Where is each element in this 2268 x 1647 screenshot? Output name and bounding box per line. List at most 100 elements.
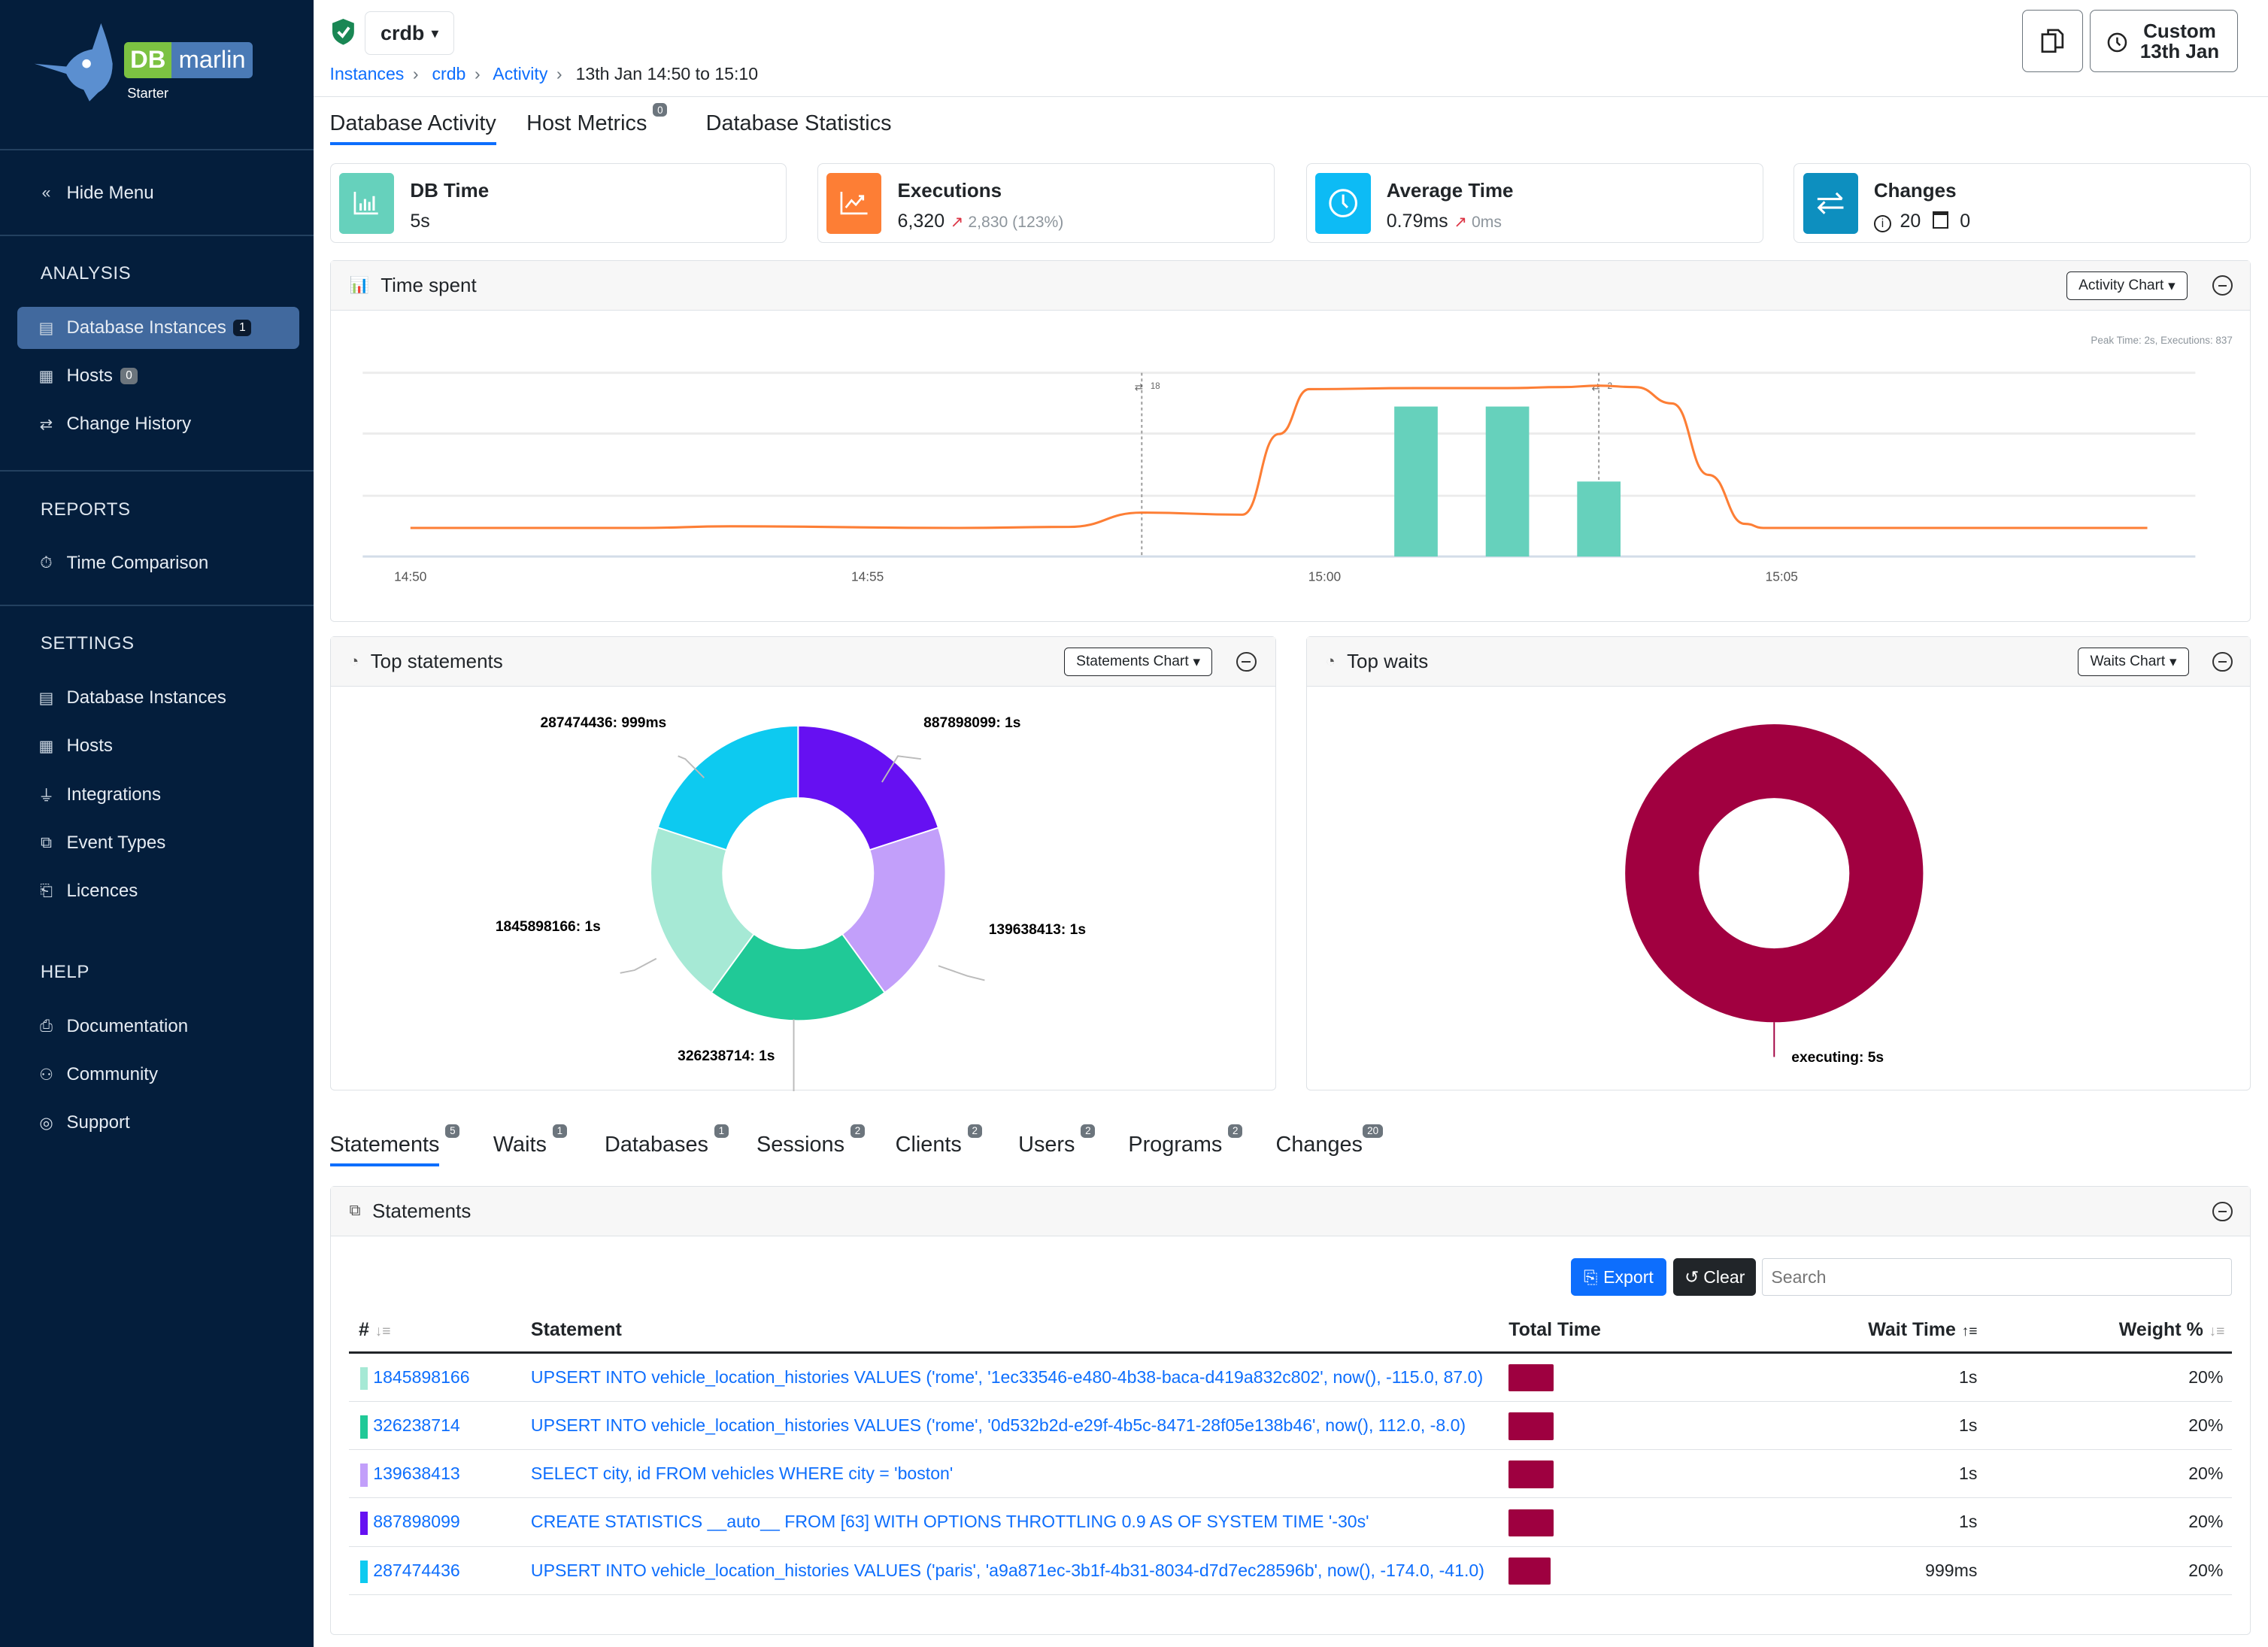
change-marker-icon[interactable]: ⇄ [1591, 381, 1599, 393]
clear-label: Clear [1703, 1266, 1745, 1287]
tab-clients[interactable]: Clients 2 [896, 1124, 982, 1157]
sidebar-item-database-instances[interactable]: ▤ Database Instances [17, 677, 299, 719]
search-input[interactable] [1761, 1258, 2232, 1297]
sidebar-item-community[interactable]: ⚇ Community [17, 1054, 299, 1096]
sidebar-item-integrations[interactable]: ⏚ Integrations [17, 774, 299, 816]
donut-slice[interactable] [796, 724, 939, 851]
tab-sessions[interactable]: Sessions 2 [756, 1124, 865, 1157]
arrows-exchange-icon [1803, 172, 1858, 234]
breadcrumb-activity[interactable]: Activity [493, 63, 548, 83]
stat-card-changes[interactable]: Changes i 20 0 [1793, 163, 2251, 244]
tab-programs[interactable]: Programs 2 [1128, 1124, 1243, 1157]
waits-chart-dropdown[interactable]: Waits Chart ▾ [2078, 647, 2189, 677]
weight-percent: 20% [2188, 1415, 2224, 1435]
table-row[interactable]: 287474436 UPSERT INTO vehicle_location_hi… [348, 1547, 2232, 1595]
export-button[interactable]: ⎘ Export [1570, 1258, 1666, 1297]
sidebar-item-hosts[interactable]: ▦ Hosts [17, 725, 299, 767]
x-tick-label: 15:05 [1765, 569, 1797, 584]
statement-id-link[interactable]: 139638413 [373, 1463, 460, 1484]
column-header-id[interactable]: # ↓≡ [359, 1319, 390, 1341]
copy-button[interactable] [2022, 10, 2083, 73]
collapse-button[interactable] [2212, 275, 2233, 296]
column-header-total-time[interactable]: Total Time [1508, 1319, 1601, 1341]
collapse-button[interactable] [1236, 651, 1257, 672]
column-header-weight[interactable]: Weight % ↓≡ [2119, 1319, 2225, 1341]
statement-id-link[interactable]: 1845898166 [373, 1366, 470, 1387]
x-tick-label: 15:00 [1308, 569, 1340, 584]
dropdown-label: Activity Chart [2078, 277, 2164, 293]
logo-name: marlin [171, 41, 253, 78]
tab-statements[interactable]: Statements 5 [329, 1124, 460, 1167]
collapse-button[interactable] [2212, 1201, 2233, 1222]
tab-host-metrics[interactable]: Host Metrics 0 [526, 102, 668, 136]
label-leader [620, 957, 656, 974]
tab-label: Sessions [756, 1133, 845, 1157]
column-header-statement[interactable]: Statement [530, 1319, 622, 1341]
sidebar-item-support[interactable]: ◎ Support [17, 1102, 299, 1144]
collapse-button[interactable] [2212, 651, 2233, 672]
statement-text-link[interactable]: CREATE STATISTICS __auto__ FROM [63] WIT… [530, 1512, 1369, 1532]
executions-line[interactable] [410, 384, 2148, 529]
statement-text-link[interactable]: SELECT city, id FROM vehicles WHERE city… [530, 1463, 954, 1484]
activity-chart-dropdown[interactable]: Activity Chart ▾ [2066, 271, 2188, 301]
change-marker-icon[interactable]: ⇄ [1134, 381, 1142, 393]
slice-label: 887898099: 1s [923, 715, 1021, 732]
tab-database-activity[interactable]: Database Activity [329, 111, 496, 146]
donut-slice[interactable] [1625, 723, 1924, 1022]
sidebar-item-licences[interactable]: ⎗ Licences [17, 870, 299, 912]
statement-id-link[interactable]: 887898099 [373, 1512, 460, 1532]
table-row[interactable]: 139638413 SELECT city, id FROM vehicles W… [348, 1451, 2232, 1499]
panel-header: 📊 Time spent [330, 261, 2250, 311]
activity-chart[interactable]: 14:50 14:55 15:00 15:05⇄ 18 ⇄ 2 [331, 311, 2251, 623]
column-header-wait-time[interactable]: Wait Time ↑≡ [1868, 1319, 1977, 1341]
stat-card-executions[interactable]: Executions 6,320 ↗ 2,830 (123%) [817, 163, 1275, 244]
breadcrumb-instances[interactable]: Instances [329, 63, 405, 83]
hide-menu-button[interactable]: « Hide Menu [17, 172, 299, 214]
statements-donut-chart[interactable] [331, 687, 1277, 1092]
sidebar-item-event-types[interactable]: ⧉ Event Types [17, 822, 299, 864]
waits-donut-chart[interactable] [1307, 687, 2251, 1092]
wait-time: 999ms [1925, 1560, 1978, 1580]
time-range-line2: 13th Jan [2139, 39, 2220, 62]
donut-slice[interactable] [710, 933, 886, 1022]
clear-button[interactable]: ↺ Clear [1673, 1258, 1757, 1297]
instance-selector[interactable]: crdb ▾ [364, 11, 454, 56]
time-bar[interactable] [1485, 406, 1529, 557]
donut-slice[interactable] [656, 724, 799, 851]
donut-slice[interactable] [649, 826, 755, 993]
stat-card-db-time[interactable]: DB Time 5s [329, 163, 787, 244]
tab-database-statistics[interactable]: Database Statistics [706, 111, 892, 136]
time-bar[interactable] [1576, 481, 1621, 557]
statement-id-link[interactable]: 326238714 [373, 1415, 460, 1435]
sidebar-item-time-comparison[interactable]: ⏱ Time Comparison [17, 542, 299, 584]
stat-card-average-time[interactable]: Average Time 0.79ms ↗ 0ms [1305, 163, 1763, 244]
statement-id-link[interactable]: 287474436 [373, 1560, 460, 1580]
statements-chart-dropdown[interactable]: Statements Chart ▾ [1063, 647, 1213, 677]
sidebar-item-documentation[interactable]: ⎙ Documentation [17, 1005, 299, 1048]
sidebar-item-hosts[interactable]: ▦ Hosts 0 [17, 355, 299, 397]
color-swatch [359, 1560, 368, 1584]
arrows-exchange-icon: ⇄ [39, 416, 53, 434]
tab-databases[interactable]: Databases 1 [605, 1124, 729, 1157]
statement-text-link[interactable]: UPSERT INTO vehicle_location_histories V… [530, 1560, 1484, 1580]
logo[interactable]: DB marlin Starter [32, 20, 263, 107]
breadcrumb-instance[interactable]: crdb [432, 63, 466, 83]
card-delta: ↗ 0ms [1454, 214, 1502, 231]
tab-waits[interactable]: Waits 1 [493, 1124, 567, 1157]
breadcrumb: Instances › crdb › Activity › 13th Jan 14:5… [329, 63, 759, 83]
table-row[interactable]: 1845898166 UPSERT INTO vehicle_location_h… [348, 1354, 2232, 1402]
time-range-button[interactable]: Custom 13th Jan [2090, 10, 2238, 73]
donut-slice[interactable] [841, 827, 946, 993]
statement-text-link[interactable]: UPSERT INTO vehicle_location_histories V… [530, 1415, 1466, 1435]
server-icon: ▦ [38, 367, 54, 385]
time-bar[interactable] [1393, 406, 1438, 557]
slice-label: 287474436: 999ms [540, 715, 667, 732]
table-row[interactable]: 326238714 UPSERT INTO vehicle_location_hi… [348, 1403, 2232, 1451]
tab-users[interactable]: Users 2 [1018, 1124, 1096, 1157]
sidebar-item-change-history[interactable]: ⇄ Change History [17, 403, 299, 445]
tab-changes[interactable]: Changes 20 [1276, 1124, 1383, 1157]
table-row[interactable]: 887898099 CREATE STATISTICS __auto__ FROM… [348, 1499, 2232, 1547]
sidebar-item-database-instances[interactable]: ▤ Database Instances 1 [17, 306, 300, 349]
tab-badge: 1 [552, 1124, 567, 1139]
statement-text-link[interactable]: UPSERT INTO vehicle_location_histories V… [530, 1366, 1484, 1387]
